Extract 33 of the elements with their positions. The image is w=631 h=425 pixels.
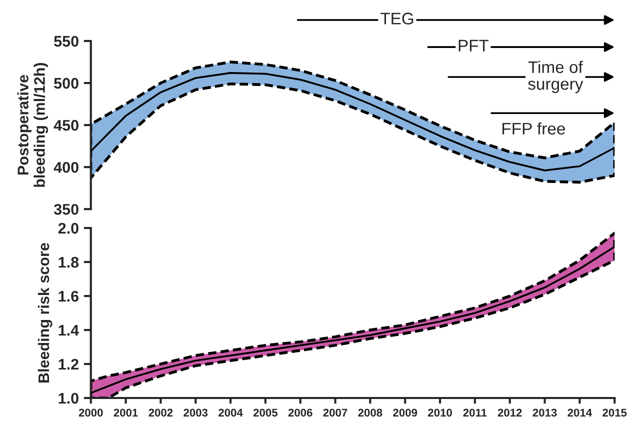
- x-tick-label: 2000: [78, 408, 103, 417]
- y-tick-label: 500: [54, 78, 78, 89]
- x-tick-label: 2012: [498, 408, 522, 417]
- x-tick-label: 2007: [323, 408, 348, 417]
- x-tick-label: 2013: [532, 408, 557, 417]
- x-tick-label: 2004: [218, 408, 243, 417]
- y-tick-label: 400: [54, 162, 78, 173]
- y-axis-title: Postoperative bleeding (ml/12h): [17, 62, 48, 187]
- y-tick-label: 450: [54, 120, 78, 131]
- y-tick-label: 1.8: [58, 256, 79, 268]
- y-axis-title: Bleeding risk score: [38, 243, 52, 382]
- y-tick-label: 350: [54, 204, 78, 215]
- y-tick-label: 1.2: [58, 358, 78, 370]
- x-tick-label: 2014: [568, 408, 592, 417]
- y-tick-label: 2.0: [58, 222, 78, 234]
- x-tick-label: 2010: [428, 408, 452, 417]
- x-tick-label: 2001: [114, 408, 138, 417]
- x-tick-label: 2002: [148, 408, 173, 417]
- y-tick-label: 1.4: [58, 325, 79, 336]
- x-tick-label: 2015: [602, 408, 627, 417]
- x-tick-label: 2006: [288, 408, 312, 417]
- y-tick-label: 550: [54, 36, 78, 47]
- text: TEG: [380, 12, 414, 24]
- annotation: FFP free: [502, 122, 565, 135]
- y-tick-label: 1.0: [58, 392, 78, 404]
- annotation: Time of surgery: [528, 60, 584, 94]
- x-tick-label: 2005: [253, 408, 278, 417]
- x-tick-label: 2008: [358, 408, 382, 417]
- x-tick-label: 2011: [463, 408, 487, 417]
- y-tick-label: 1.6: [58, 290, 79, 302]
- x-tick-label: 2003: [184, 408, 208, 417]
- annotation: PFT: [458, 40, 489, 52]
- x-tick-label: 2009: [393, 408, 418, 417]
